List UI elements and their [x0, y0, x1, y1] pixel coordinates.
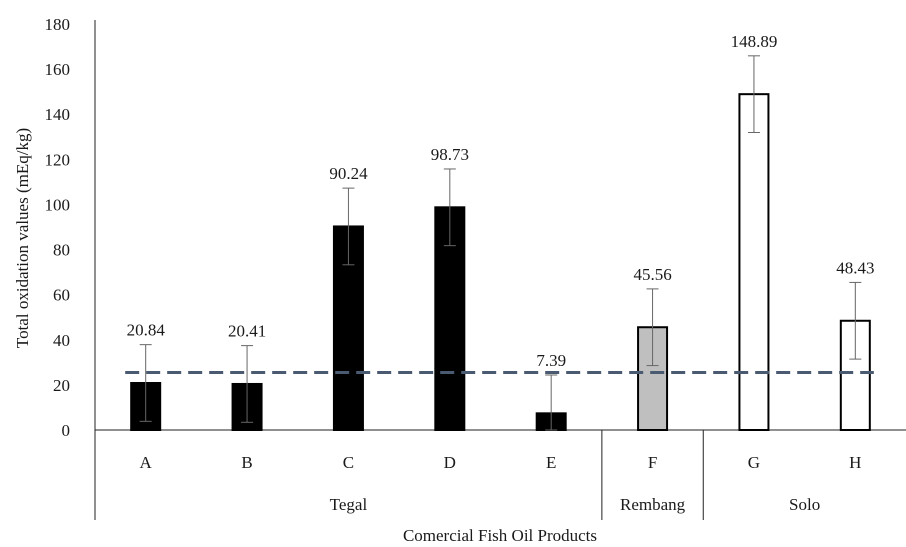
y-tick-label: 80	[53, 241, 70, 260]
data-label: 45.56	[633, 265, 671, 284]
group-label: Solo	[789, 495, 820, 514]
y-tick-label: 40	[53, 331, 70, 350]
data-label: 148.89	[731, 32, 778, 51]
y-tick-label: 160	[45, 60, 71, 79]
x-axis-label: Comercial Fish Oil Products	[403, 526, 597, 545]
data-label: 90.24	[329, 164, 368, 183]
y-tick-label: 0	[62, 421, 71, 440]
y-axis-label: Total oxidation values (mEq/kg)	[13, 128, 32, 348]
x-tick-label: D	[444, 453, 456, 472]
x-tick-label: F	[648, 453, 657, 472]
y-tick-label: 140	[45, 105, 71, 124]
y-tick-label: 100	[45, 195, 71, 214]
x-tick-label: B	[241, 453, 252, 472]
data-label: 48.43	[836, 258, 874, 277]
data-label: 20.84	[127, 321, 166, 340]
x-tick-label: G	[748, 453, 760, 472]
data-label: 98.73	[431, 145, 469, 164]
data-label: 20.41	[228, 322, 266, 341]
y-tick-label: 120	[45, 150, 71, 169]
bar-G	[738, 93, 770, 432]
bar-F	[637, 326, 669, 431]
plot-area: 0 20 40 60 80 100 120 140 160 180 Tegal Rembang Solo…	[45, 15, 906, 520]
y-tick-label: 180	[45, 15, 71, 34]
x-tick-label: E	[546, 453, 556, 472]
x-tick-label: A	[140, 453, 153, 472]
group-label: Tegal	[330, 495, 368, 514]
x-tick-label: H	[849, 453, 861, 472]
y-tick-label: 20	[53, 376, 70, 395]
group-label: Rembang	[620, 495, 686, 514]
y-tick-label: 60	[53, 286, 70, 305]
data-label: 7.39	[536, 351, 566, 370]
x-tick-label: C	[343, 453, 354, 472]
